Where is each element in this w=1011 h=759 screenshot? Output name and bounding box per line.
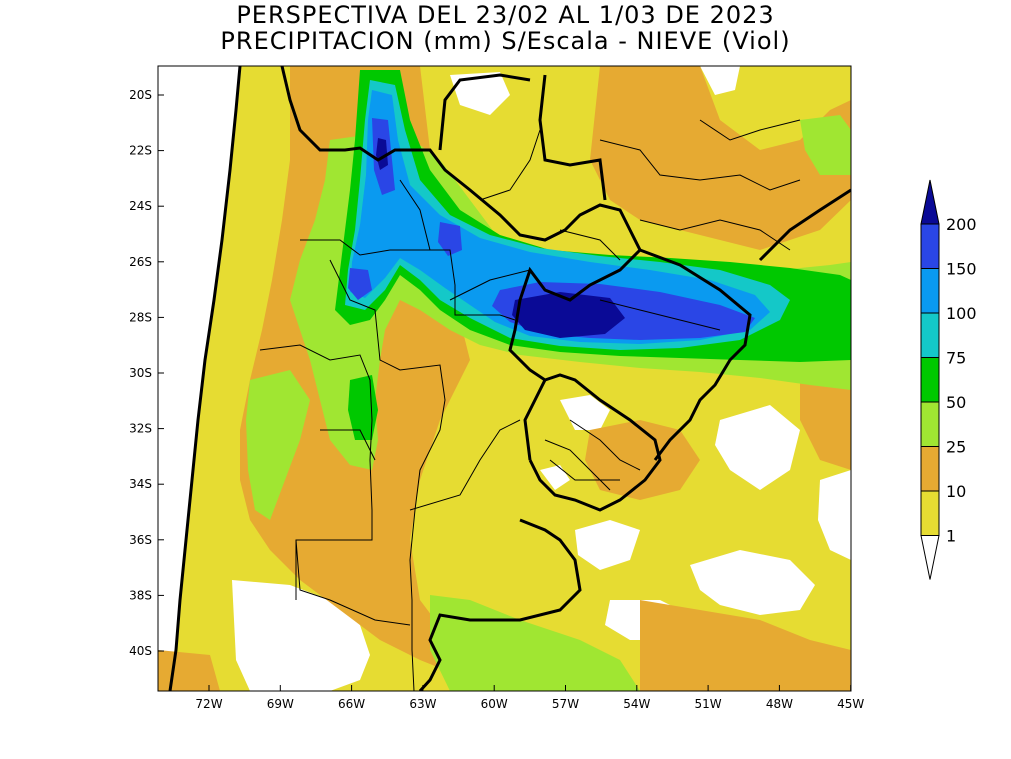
rain-100-150 <box>350 90 770 344</box>
colorbar-label: 25 <box>946 438 966 457</box>
colorbar-segment <box>920 223 940 269</box>
colorbar-segment <box>920 357 940 403</box>
lat-tick-label: 32S <box>129 422 152 436</box>
lon-tick-label: 51W <box>695 697 722 711</box>
latitude-axis: 20S 22S 24S 26S 28S 30S 32S 34S 36S 38S 40S <box>129 88 164 658</box>
map-field <box>158 66 851 691</box>
colorbar-segment <box>920 312 940 358</box>
colorbar-segment <box>920 179 940 225</box>
colorbar-segment <box>920 401 940 447</box>
colorbar-label: 100 <box>946 304 977 323</box>
lat-tick-label: 24S <box>129 199 152 213</box>
lon-tick-label: 69W <box>267 697 294 711</box>
plot-frame <box>157 65 852 692</box>
lon-tick-label: 57W <box>552 697 579 711</box>
colorbar-legend: 200 150 100 75 50 25 10 1 <box>920 179 977 580</box>
lat-tick-label: 38S <box>129 588 152 602</box>
lon-tick-label: 60W <box>481 697 508 711</box>
colorbar-segment <box>920 446 940 492</box>
colorbar-label: 1 <box>946 527 956 546</box>
lat-tick-label: 20S <box>129 88 152 102</box>
lat-tick-label: 22S <box>129 144 152 158</box>
lon-tick-label: 48W <box>766 697 793 711</box>
lat-tick-label: 26S <box>129 255 152 269</box>
lat-tick-label: 30S <box>129 366 152 380</box>
map-title: PERSPECTIVA DEL 23/02 AL 1/03 DE 2023 <box>236 1 775 29</box>
colorbar-label: 50 <box>946 393 966 412</box>
colorbar-label: 10 <box>946 482 966 501</box>
lon-tick-label: 54W <box>623 697 650 711</box>
country-borders <box>168 66 851 691</box>
colorbar-segment <box>920 490 940 536</box>
lat-tick-label: 34S <box>129 477 152 491</box>
dry-areas <box>158 66 851 691</box>
colorbar-label: 75 <box>946 349 966 368</box>
lon-tick-label: 45W <box>837 697 864 711</box>
rain-over-200 <box>376 138 625 338</box>
lat-tick-label: 28S <box>129 310 152 324</box>
province-borders <box>259 119 801 691</box>
colorbar-label: 200 <box>946 215 977 234</box>
lat-tick-label: 36S <box>129 533 152 547</box>
lon-tick-label: 72W <box>195 697 222 711</box>
colorbar-label: 150 <box>946 260 977 279</box>
longitude-axis: 72W 69W 66W 63W 60W 57W 54W 51W 48W 45W <box>195 685 864 711</box>
lon-tick-label: 63W <box>409 697 436 711</box>
colorbar-segment <box>920 535 940 580</box>
lat-tick-label: 40S <box>129 644 152 658</box>
map-subtitle: PRECIPITACION (mm) S/Escala - NIEVE (Vio… <box>220 27 791 55</box>
colorbar-segment <box>920 268 940 314</box>
lon-tick-label: 66W <box>338 697 365 711</box>
